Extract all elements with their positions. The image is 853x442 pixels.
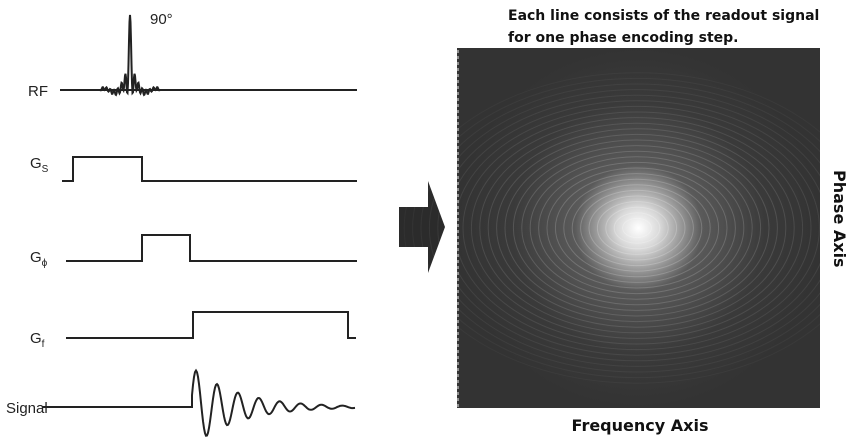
texture-ring xyxy=(454,105,820,351)
texture-ring xyxy=(571,184,703,272)
signal-wave xyxy=(42,368,356,437)
texture-ring xyxy=(588,195,686,261)
texture-ring xyxy=(487,128,787,328)
caption-line: for one phase encoding step. xyxy=(508,30,739,46)
phase-axis-label: Phase Axis xyxy=(830,170,849,268)
texture-ring xyxy=(412,77,853,379)
texture-ring xyxy=(504,139,770,317)
texture-ring xyxy=(437,94,837,362)
texture-ring xyxy=(428,89,846,367)
texture-ring xyxy=(596,201,678,255)
texture-ring xyxy=(512,145,762,311)
gradient-label: Gϕ xyxy=(30,249,48,269)
kspace-image xyxy=(457,48,820,408)
texture-ring xyxy=(529,156,745,300)
texture-ring xyxy=(580,189,694,267)
texture-ring xyxy=(496,133,778,323)
texture-ring xyxy=(622,217,652,239)
texture-ring xyxy=(420,83,853,373)
texture-ring xyxy=(462,111,812,345)
rf-pulse xyxy=(99,14,161,97)
phase-gradient xyxy=(66,234,357,262)
texture-ring xyxy=(470,117,804,339)
texture-ring xyxy=(605,206,669,250)
texture-ring xyxy=(563,178,711,278)
pulse-sequence: 90° RF GS Gϕ Gf Signal xyxy=(6,11,357,437)
rf-label: RF xyxy=(28,83,48,100)
frequency-gradient xyxy=(66,311,356,339)
texture-ring xyxy=(546,167,728,289)
flip-angle: 90° xyxy=(150,11,173,28)
texture-ring xyxy=(538,161,736,295)
texture-ring xyxy=(445,100,829,356)
arrow xyxy=(399,181,445,273)
signal-label: Signal xyxy=(6,400,48,417)
frequency-axis-label: Frequency Axis xyxy=(572,416,709,435)
slice-gradient xyxy=(62,156,357,182)
gradient-label: Gf xyxy=(30,330,45,350)
texture-ring xyxy=(554,173,720,283)
kspace-texture xyxy=(412,77,853,379)
texture-ring xyxy=(613,212,661,244)
gradient-label: GS xyxy=(30,155,49,175)
texture-ring xyxy=(479,122,795,334)
caption-line: Each line consists of the readout signal xyxy=(508,8,819,24)
texture-ring xyxy=(521,150,753,306)
